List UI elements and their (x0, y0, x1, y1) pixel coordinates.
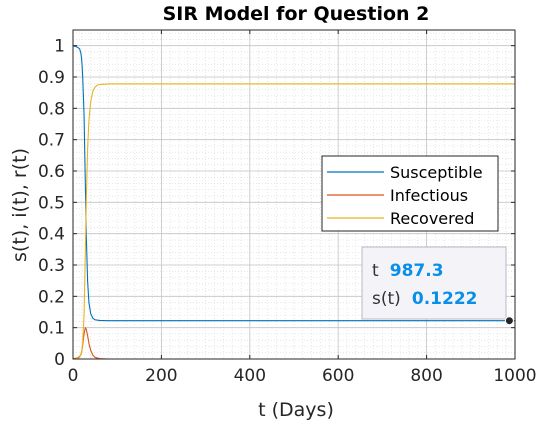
datatip-y-value: 0.1222 (412, 289, 478, 309)
datatip-box (361, 246, 507, 320)
y-ticks: 0 0.1 0.2 0.3 0.4 0.5 0.6 0.7 0.8 0.9 1 (38, 37, 515, 370)
x-tick-label: 600 (322, 366, 354, 386)
legend-label-susceptible: Susceptible (390, 163, 483, 182)
y-tick-label: 1 (54, 37, 65, 57)
x-ticks: 0 200 400 600 800 1000 (68, 30, 537, 386)
y-tick-label: 0.2 (38, 287, 65, 307)
datatip-x-row: t 987.3 (372, 261, 444, 281)
y-tick-label: 0.7 (38, 131, 65, 151)
datatip-x-label: t (372, 261, 379, 281)
y-tick-label: 0.8 (38, 99, 65, 119)
datatip-x-value: 987.3 (390, 261, 444, 281)
x-axis-label: t (Days) (258, 399, 334, 421)
x-tick-label: 400 (234, 366, 266, 386)
chart-title: SIR Model for Question 2 (163, 3, 430, 25)
datatip-y-label: s(t) (372, 289, 401, 309)
y-tick-label: 0.6 (38, 162, 65, 182)
y-tick-label: 0.3 (38, 256, 65, 276)
y-tick-label: 0.5 (38, 193, 65, 213)
series-line-susceptible[interactable] (72, 45, 515, 322)
legend-label-recovered: Recovered (390, 209, 474, 228)
axes-box (72, 29, 516, 360)
datatip-marker[interactable] (504, 316, 514, 326)
datatip-y-row: s(t) 0.1222 (372, 289, 478, 309)
y-tick-label: 0 (54, 350, 65, 370)
legend[interactable]: Susceptible Infectious Recovered (321, 155, 499, 232)
x-tick-label: 200 (145, 366, 177, 386)
y-tick-label: 0.9 (38, 68, 65, 88)
x-tick-label: 1000 (493, 366, 536, 386)
x-tick-label: 800 (410, 366, 442, 386)
series-layer (72, 45, 515, 360)
x-tick-label: 0 (68, 366, 79, 386)
y-tick-label: 0.4 (38, 225, 65, 245)
y-tick-label: 0.1 (38, 319, 65, 339)
y-axis-label: s(t), i(t), r(t) (9, 148, 31, 262)
legend-entries: Susceptible Infectious Recovered (327, 163, 483, 228)
legend-label-infectious: Infectious (390, 186, 468, 205)
series-line-recovered[interactable] (72, 83, 515, 360)
datatip[interactable]: t 987.3 s(t) 0.1222 (361, 246, 514, 326)
